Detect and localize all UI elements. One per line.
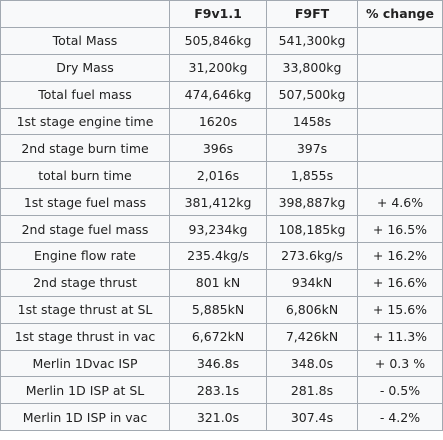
table-row: 2nd stage burn time 396s 397s bbox=[0, 134, 443, 163]
header-cell-percent-change: % change bbox=[357, 0, 443, 28]
f9v11-value-cell: 2,016s bbox=[169, 161, 267, 190]
percent-change-cell: + 16.2% bbox=[357, 242, 443, 270]
f9ft-value-cell: 307.4s bbox=[266, 403, 358, 432]
f9ft-value-cell: 507,500kg bbox=[266, 80, 358, 109]
table-row: 2nd stage fuel mass 93,234kg 108,185kg + 16… bbox=[0, 215, 443, 244]
percent-change-cell: + 4.6% bbox=[357, 188, 443, 217]
percent-change-cell bbox=[357, 107, 443, 136]
f9v11-value-cell: 6,672kN bbox=[169, 322, 267, 351]
row-label-cell: total burn time bbox=[0, 161, 170, 190]
f9v11-value-cell: 31,200kg bbox=[169, 53, 267, 82]
row-label-cell: 1st stage fuel mass bbox=[0, 188, 170, 217]
f9ft-value-cell: 398,887kg bbox=[266, 188, 358, 217]
table-row: 1st stage thrust in vac 6,672kN 7,426kN + 1… bbox=[0, 322, 443, 351]
f9v11-value-cell: 93,234kg bbox=[169, 215, 267, 244]
f9ft-value-cell: 541,300kg bbox=[266, 26, 358, 55]
table-row: total burn time 2,016s 1,855s bbox=[0, 161, 443, 190]
f9ft-value-cell: 397s bbox=[266, 134, 358, 163]
table-row: 1st stage engine time 1620s 1458s bbox=[0, 107, 443, 136]
row-label-cell: Total Mass bbox=[0, 26, 170, 55]
f9v11-value-cell: 235.4kg/s bbox=[169, 242, 267, 270]
table-row: Merlin 1Dvac ISP 346.8s 348.0s + 0.3 % bbox=[0, 349, 443, 378]
header-cell-f9ft: F9FT bbox=[266, 0, 358, 28]
f9v11-value-cell: 283.1s bbox=[169, 376, 267, 405]
percent-change-cell bbox=[357, 134, 443, 163]
table-row: Dry Mass 31,200kg 33,800kg bbox=[0, 53, 443, 82]
table-row: 1st stage thrust at SL 5,885kN 6,806kN + 15… bbox=[0, 295, 443, 324]
f9ft-value-cell: 33,800kg bbox=[266, 53, 358, 82]
f9v11-value-cell: 396s bbox=[169, 134, 267, 163]
row-label-cell: Merlin 1D ISP at SL bbox=[0, 376, 170, 405]
row-label-cell: Dry Mass bbox=[0, 53, 170, 82]
table-row: Total fuel mass 474,646kg 507,500kg bbox=[0, 80, 443, 109]
percent-change-cell bbox=[357, 53, 443, 82]
f9ft-value-cell: 6,806kN bbox=[266, 295, 358, 324]
f9ft-value-cell: 1458s bbox=[266, 107, 358, 136]
table-row: Merlin 1D ISP at SL 283.1s 281.8s - 0.5% bbox=[0, 376, 443, 405]
percent-change-cell bbox=[357, 26, 443, 55]
row-label-cell: 1st stage engine time bbox=[0, 107, 170, 136]
header-cell-label bbox=[0, 0, 170, 28]
percent-change-cell: - 0.5% bbox=[357, 376, 443, 405]
row-label-cell: 2nd stage fuel mass bbox=[0, 215, 170, 244]
f9ft-value-cell: 934kN bbox=[266, 268, 358, 297]
percent-change-cell: - 4.2% bbox=[357, 403, 443, 432]
header-cell-f9v11: F9v1.1 bbox=[169, 0, 267, 28]
row-label-cell: 2nd stage burn time bbox=[0, 134, 170, 163]
f9v11-value-cell: 321.0s bbox=[169, 403, 267, 432]
row-label-cell: Merlin 1D ISP in vac bbox=[0, 403, 170, 432]
row-label-cell: 1st stage thrust at SL bbox=[0, 295, 170, 324]
percent-change-cell: + 16.5% bbox=[357, 215, 443, 244]
f9ft-value-cell: 348.0s bbox=[266, 349, 358, 378]
f9v11-value-cell: 5,885kN bbox=[169, 295, 267, 324]
table-row: Total Mass 505,846kg 541,300kg bbox=[0, 26, 443, 55]
table-row: Merlin 1D ISP in vac 321.0s 307.4s - 4.2% bbox=[0, 403, 443, 432]
f9v11-value-cell: 505,846kg bbox=[169, 26, 267, 55]
table-row: 1st stage fuel mass 381,412kg 398,887kg + 4… bbox=[0, 188, 443, 217]
percent-change-cell bbox=[357, 80, 443, 109]
f9ft-value-cell: 7,426kN bbox=[266, 322, 358, 351]
percent-change-cell: + 0.3 % bbox=[357, 349, 443, 378]
f9ft-value-cell: 281.8s bbox=[266, 376, 358, 405]
f9v11-value-cell: 801 kN bbox=[169, 268, 267, 297]
f9ft-value-cell: 1,855s bbox=[266, 161, 358, 190]
row-label-cell: Total fuel mass bbox=[0, 80, 170, 109]
f9v11-value-cell: 1620s bbox=[169, 107, 267, 136]
row-label-cell: 2nd stage thrust bbox=[0, 268, 170, 297]
percent-change-cell: + 11.3% bbox=[357, 322, 443, 351]
row-label-cell: Merlin 1Dvac ISP bbox=[0, 349, 170, 378]
f9ft-value-cell: 273.6kg/s bbox=[266, 242, 358, 270]
row-label-cell: 1st stage thrust in vac bbox=[0, 322, 170, 351]
row-label-cell: Engine flow rate bbox=[0, 242, 170, 270]
percent-change-cell: + 15.6% bbox=[357, 295, 443, 324]
f9ft-value-cell: 108,185kg bbox=[266, 215, 358, 244]
f9v11-value-cell: 381,412kg bbox=[169, 188, 267, 217]
table-body: Total Mass 505,846kg 541,300kg Dry Mass 31,2… bbox=[0, 26, 443, 432]
header-row: F9v1.1 F9FT % change bbox=[0, 0, 443, 28]
table-row: 2nd stage thrust 801 kN 934kN + 16.6% bbox=[0, 268, 443, 297]
percent-change-cell: + 16.6% bbox=[357, 268, 443, 297]
percent-change-cell bbox=[357, 161, 443, 190]
f9v11-value-cell: 474,646kg bbox=[169, 80, 267, 109]
f9v11-value-cell: 346.8s bbox=[169, 349, 267, 378]
table-row: Engine flow rate 235.4kg/s 273.6kg/s + 16.2… bbox=[0, 242, 443, 270]
